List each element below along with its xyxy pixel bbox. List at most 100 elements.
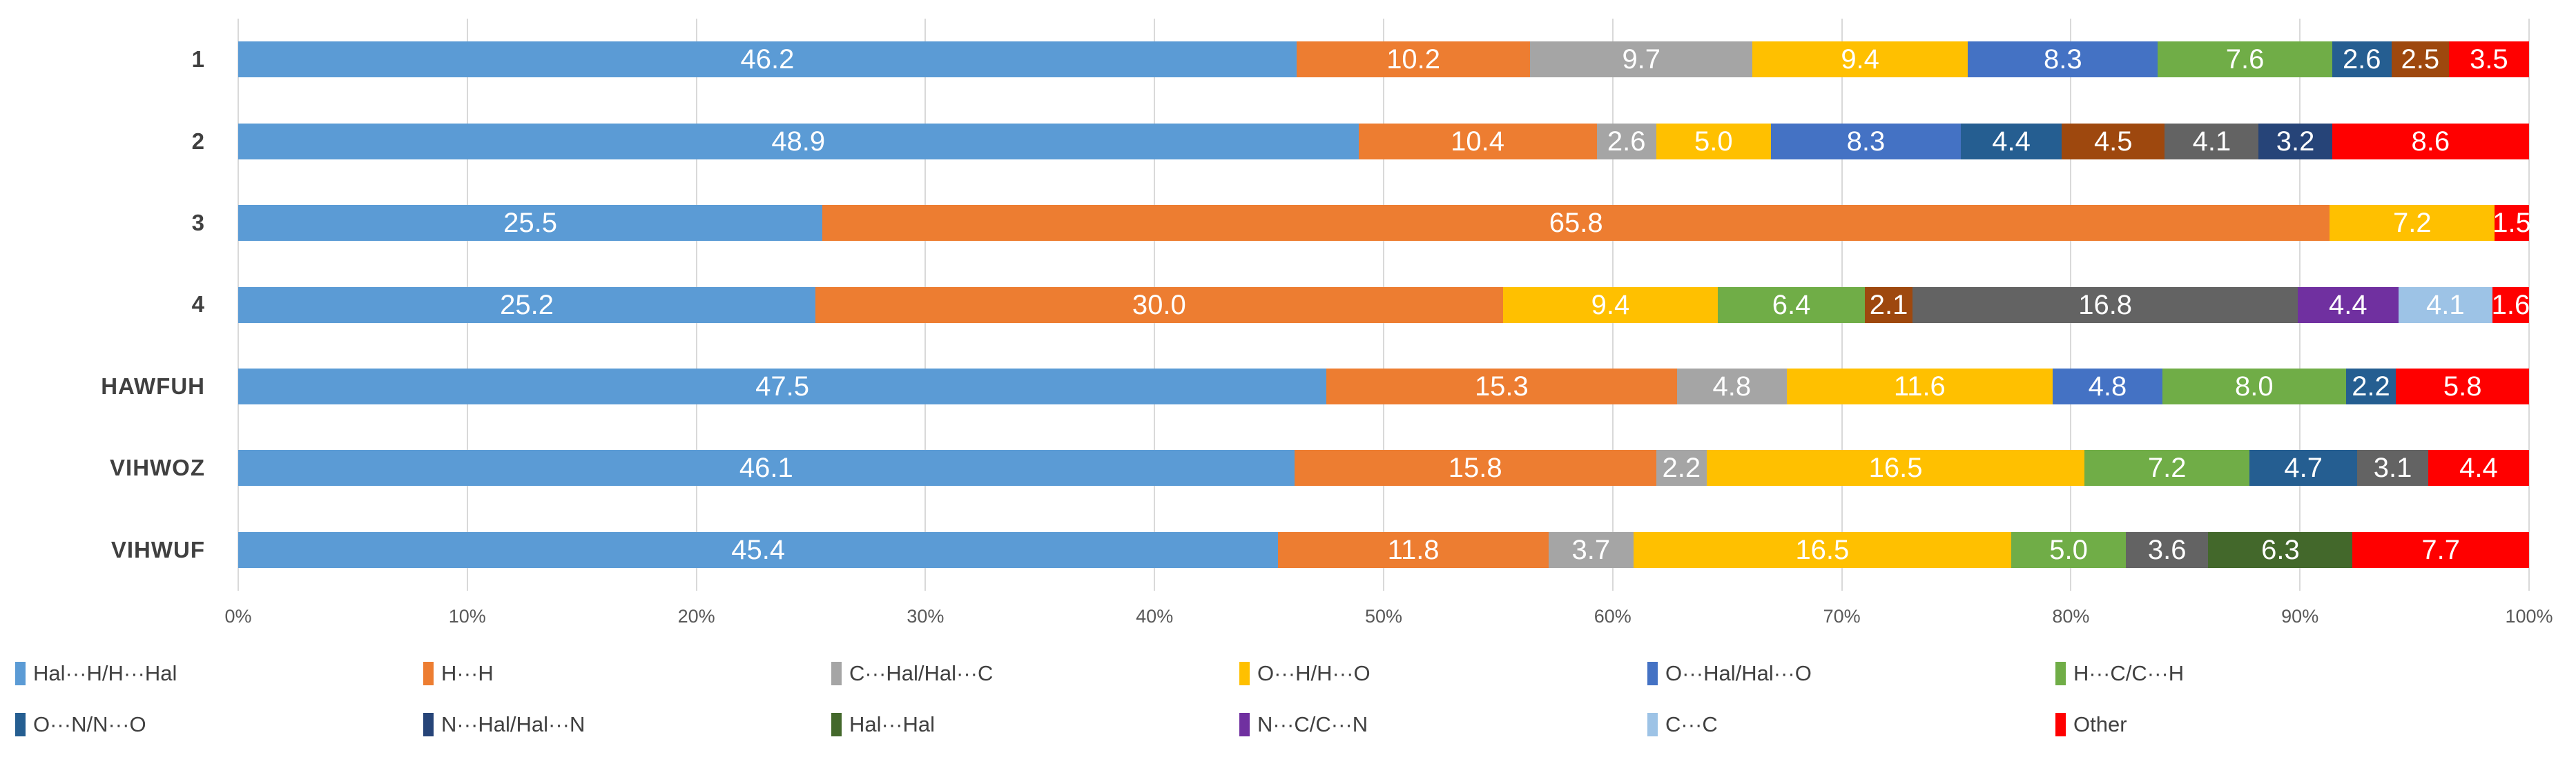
bar-segment: 4.4 — [2428, 450, 2529, 487]
bar-segment-label: 10.2 — [1386, 44, 1441, 75]
bar-segment-label: 6.3 — [2261, 534, 2300, 565]
bar-segment-label: 4.7 — [2284, 453, 2323, 484]
legend-swatch-icon — [15, 713, 26, 736]
category-label: HAWFUH — [101, 373, 205, 399]
legend-label: O···Hal/Hal···O — [1665, 661, 1812, 685]
bar-segment: 30.0 — [815, 286, 1503, 323]
bar-segment-label: 25.2 — [500, 289, 554, 320]
x-tick-label: 100% — [2505, 606, 2553, 627]
legend-label: Hal···H/H···Hal — [33, 661, 177, 685]
legend-item: N···C/C···N — [1239, 705, 1647, 744]
x-tick-label: 40% — [1136, 606, 1174, 627]
bar-segment-label: 16.5 — [1795, 534, 1850, 565]
bar-segment-label: 15.8 — [1448, 453, 1502, 484]
bar-segment: 46.2 — [238, 41, 1297, 78]
bar-segment-label: 30.0 — [1132, 289, 1186, 320]
x-tick-label: 10% — [448, 606, 486, 627]
legend-item: H···H — [423, 654, 831, 693]
legend-swatch-icon — [831, 662, 842, 685]
category-label: 2 — [191, 128, 205, 154]
legend-item: N···Hal/Hal···N — [423, 705, 831, 744]
bar-segment-label: 7.7 — [2421, 534, 2461, 565]
bar-segment-label: 7.6 — [2225, 44, 2265, 75]
bar-segment: 5.0 — [2011, 531, 2126, 568]
bar-segment: 5.8 — [2396, 368, 2529, 404]
bar-segment-label: 46.1 — [739, 453, 793, 484]
bar-segment-label: 4.4 — [2459, 453, 2498, 484]
bar-segment-label: 65.8 — [1549, 208, 1603, 239]
bar-segment: 10.4 — [1358, 123, 1597, 159]
bar-segment: 6.4 — [1718, 286, 1865, 323]
bar-segment-label: 4.1 — [2192, 126, 2231, 157]
bar-segment: 2.1 — [1864, 286, 1913, 323]
bar-segment: 16.8 — [1912, 286, 2298, 323]
bar-segment: 2.5 — [2391, 41, 2449, 78]
bar-segment: 46.1 — [238, 450, 1295, 487]
legend-swatch-icon — [423, 713, 434, 736]
bar-row: 46.1 15.8 2.2 16.5 7.2 4.7 3.1 4.4 — [238, 450, 2529, 487]
bar-segment: 45.4 — [238, 531, 1279, 568]
bar-segment: 2.6 — [2332, 41, 2392, 78]
bar-segment-label: 3.2 — [2276, 126, 2315, 157]
legend-item: Hal···H/H···Hal — [15, 654, 423, 693]
category-axis: 1 2 3 4 HAWFUH VIHWOZ VIHWUF — [0, 19, 224, 591]
bar-segment-label: 5.0 — [1694, 126, 1733, 157]
bar-segment: 7.2 — [2084, 450, 2250, 487]
bar-segment: 16.5 — [1633, 531, 2012, 568]
legend-item: H···C/C···H — [2055, 654, 2463, 693]
legend-item: O···N/N···O — [15, 705, 423, 744]
bar-segment: 48.9 — [238, 123, 1359, 159]
bar-segment: 25.2 — [238, 286, 816, 323]
bar-segment-label: 46.2 — [740, 44, 795, 75]
bar-segment-label: 4.8 — [2088, 371, 2127, 402]
bar-segment: 1.6 — [2491, 286, 2530, 323]
legend-swatch-icon — [1239, 713, 1250, 736]
bar-segment: 3.7 — [1548, 531, 1634, 568]
bar-segment: 4.1 — [2398, 286, 2492, 323]
bar-segment-label: 9.4 — [1841, 44, 1879, 75]
legend-label: N···C/C···N — [1257, 712, 1368, 736]
legend-label: H···H — [441, 661, 494, 685]
x-tick-label: 20% — [677, 606, 715, 627]
bar-segment-label: 1.6 — [2491, 289, 2530, 320]
chart-legend: Hal···H/H···Hal H···H C···Hal/Hal···C O···H… — [15, 654, 2528, 744]
plot-area: 46.2 10.2 9.7 9.4 8.3 7.6 2.6 2.5 3.5 48.9 10.4 2.6… — [238, 19, 2531, 591]
legend-swatch-icon — [831, 713, 842, 736]
bar-segment: 7.2 — [2330, 205, 2495, 242]
bar-segment-label: 16.5 — [1868, 453, 1923, 484]
bar-segment-label: 4.5 — [2093, 126, 2133, 157]
bar-segment: 6.3 — [2208, 531, 2353, 568]
bar-segment: 3.6 — [2126, 531, 2209, 568]
bar-row: 45.4 11.8 3.7 16.5 5.0 3.6 6.3 7.7 — [238, 531, 2529, 568]
category-label: VIHWUF — [110, 536, 205, 562]
bar-segment-label: 10.4 — [1451, 126, 1504, 157]
bar-segment: 15.3 — [1326, 368, 1677, 404]
bar-segment-label: 3.7 — [1571, 534, 1611, 565]
bar-segment: 4.4 — [2297, 286, 2399, 323]
bar-segment: 1.5 — [2492, 205, 2531, 242]
bar-segment: 65.8 — [822, 205, 2330, 242]
x-tick-label: 50% — [1364, 606, 1403, 627]
bar-segment: 4.4 — [1961, 123, 2062, 159]
bar-segment: 47.5 — [238, 368, 1327, 404]
bar-segment: 11.8 — [1278, 531, 1549, 568]
legend-item: Hal···Hal — [831, 705, 1239, 744]
legend-label: Other — [2073, 712, 2127, 736]
bar-segment: 4.1 — [2165, 123, 2259, 159]
bar-segment: 5.0 — [1656, 123, 1771, 159]
legend-item: C···Hal/Hal···C — [831, 654, 1239, 693]
bar-segment: 8.6 — [2332, 123, 2529, 159]
bar-segment: 11.6 — [1786, 368, 2053, 404]
legend-swatch-icon — [15, 662, 26, 685]
bar-segment: 2.6 — [1596, 123, 1656, 159]
bar-segment-label: 16.8 — [2078, 289, 2133, 320]
x-tick-label: 30% — [907, 606, 945, 627]
x-tick-label: 60% — [1594, 606, 1631, 627]
bar-segment-label: 8.3 — [2043, 44, 2082, 75]
bar-segment-label: 2.2 — [1662, 453, 1701, 484]
bar-segment-label: 7.2 — [2392, 208, 2432, 239]
bar-segment-label: 11.6 — [1893, 371, 1946, 402]
bar-segment-label: 1.5 — [2492, 208, 2531, 239]
category-label: 3 — [191, 210, 205, 236]
bar-segment-label: 6.4 — [1772, 289, 1811, 320]
